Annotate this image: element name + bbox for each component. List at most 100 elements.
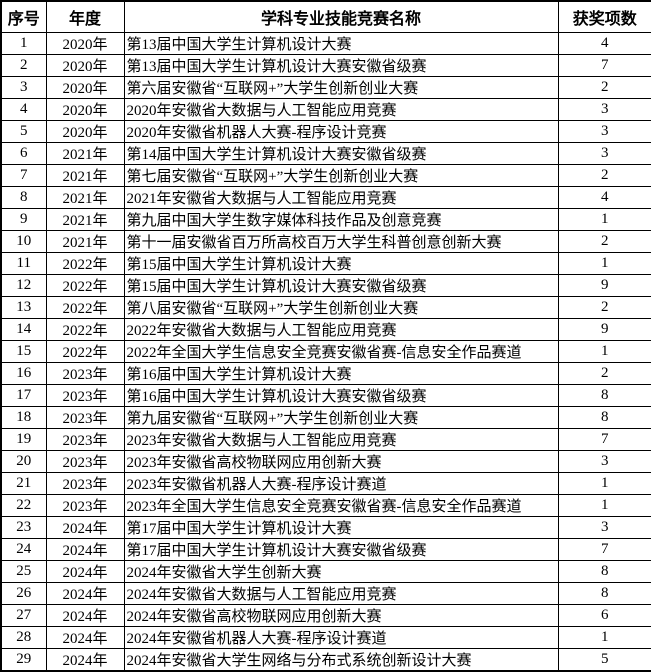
cell-award-count: 3	[557, 516, 651, 539]
table-row: 5 2020年 2020年安徽省机器人大赛-程序设计竞赛 3	[0, 120, 651, 143]
cell-year: 2024年	[45, 516, 125, 539]
cell-year: 2021年	[45, 208, 125, 231]
cell-award-count: 9	[557, 318, 651, 341]
cell-competition-name: 2023年全国大学生信息安全竞赛安徽省赛-信息安全作品赛道	[123, 494, 559, 517]
cell-year: 2024年	[45, 626, 125, 649]
cell-award-count: 1	[557, 208, 651, 231]
table-row: 12 2022年 第15届中国大学生计算机设计大赛安徽省级赛 9	[0, 274, 651, 297]
table-row: 21 2023年 2023年安徽省机器人大赛-程序设计赛道 1	[0, 472, 651, 495]
cell-index: 13	[0, 296, 47, 319]
cell-award-count: 2	[557, 362, 651, 385]
cell-competition-name: 2021年安徽省大数据与人工智能应用竞赛	[123, 186, 559, 209]
cell-award-count: 1	[557, 626, 651, 649]
cell-year: 2023年	[45, 406, 125, 429]
cell-year: 2024年	[45, 560, 125, 583]
cell-year: 2023年	[45, 428, 125, 451]
table-row: 7 2021年 第七届安徽省“互联网+”大学生创新创业大赛 2	[0, 164, 651, 187]
table-row: 29 2024年 2024年安徽省大学生网络与分布式系统创新设计大赛 5	[0, 648, 651, 672]
column-header-index: 序号	[0, 0, 47, 33]
cell-competition-name: 2024年安徽省高校物联网应用创新大赛	[123, 604, 559, 627]
cell-year: 2020年	[45, 120, 125, 143]
column-header-award-count: 获奖项数	[557, 0, 651, 33]
cell-competition-name: 第17届中国大学生计算机设计大赛安徽省级赛	[123, 538, 559, 561]
cell-award-count: 2	[557, 230, 651, 253]
cell-award-count: 8	[557, 406, 651, 429]
table-row: 13 2022年 第八届安徽省“互联网+”大学生创新创业大赛 2	[0, 296, 651, 319]
cell-year: 2024年	[45, 538, 125, 561]
cell-award-count: 1	[557, 472, 651, 495]
cell-competition-name: 2024年安徽省大学生网络与分布式系统创新设计大赛	[123, 648, 559, 672]
column-header-year: 年度	[45, 0, 125, 33]
table-row: 9 2021年 第九届中国大学生数字媒体科技作品及创意竞赛 1	[0, 208, 651, 231]
column-header-competition-name: 学科专业技能竞赛名称	[123, 0, 559, 33]
cell-index: 16	[0, 362, 47, 385]
cell-competition-name: 第17届中国大学生计算机设计大赛	[123, 516, 559, 539]
cell-year: 2022年	[45, 318, 125, 341]
cell-index: 1	[0, 32, 47, 55]
cell-index: 10	[0, 230, 47, 253]
cell-index: 4	[0, 98, 47, 121]
cell-competition-name: 2020年安徽省大数据与人工智能应用竞赛	[123, 98, 559, 121]
cell-year: 2020年	[45, 32, 125, 55]
cell-competition-name: 2024年安徽省机器人大赛-程序设计赛道	[123, 626, 559, 649]
cell-year: 2023年	[45, 362, 125, 385]
cell-year: 2020年	[45, 98, 125, 121]
table-row: 27 2024年 2024年安徽省高校物联网应用创新大赛 6	[0, 604, 651, 627]
cell-award-count: 2	[557, 164, 651, 187]
cell-award-count: 2	[557, 296, 651, 319]
cell-index: 29	[0, 648, 47, 672]
table-row: 20 2023年 2023年安徽省高校物联网应用创新大赛 3	[0, 450, 651, 473]
cell-competition-name: 第八届安徽省“互联网+”大学生创新创业大赛	[123, 296, 559, 319]
cell-award-count: 3	[557, 142, 651, 165]
cell-competition-name: 第九届安徽省“互联网+”大学生创新创业大赛	[123, 406, 559, 429]
cell-index: 26	[0, 582, 47, 605]
cell-year: 2020年	[45, 76, 125, 99]
table-body: 1 2020年 第13届中国大学生计算机设计大赛 4 2 2020年 第13届中国大学生计算…	[0, 32, 651, 672]
cell-index: 3	[0, 76, 47, 99]
cell-award-count: 1	[557, 494, 651, 517]
cell-index: 23	[0, 516, 47, 539]
cell-competition-name: 2024年安徽省大数据与人工智能应用竞赛	[123, 582, 559, 605]
cell-competition-name: 第六届安徽省“互联网+”大学生创新创业大赛	[123, 76, 559, 99]
cell-award-count: 2	[557, 76, 651, 99]
table-row: 18 2023年 第九届安徽省“互联网+”大学生创新创业大赛 8	[0, 406, 651, 429]
table-row: 16 2023年 第16届中国大学生计算机设计大赛 2	[0, 362, 651, 385]
cell-year: 2021年	[45, 164, 125, 187]
cell-competition-name: 第14届中国大学生计算机设计大赛安徽省级赛	[123, 142, 559, 165]
cell-award-count: 4	[557, 32, 651, 55]
table-row: 24 2024年 第17届中国大学生计算机设计大赛安徽省级赛 7	[0, 538, 651, 561]
cell-index: 8	[0, 186, 47, 209]
cell-index: 7	[0, 164, 47, 187]
cell-year: 2022年	[45, 340, 125, 363]
cell-year: 2023年	[45, 472, 125, 495]
cell-competition-name: 第13届中国大学生计算机设计大赛安徽省级赛	[123, 54, 559, 77]
cell-year: 2021年	[45, 142, 125, 165]
table-row: 4 2020年 2020年安徽省大数据与人工智能应用竞赛 3	[0, 98, 651, 121]
cell-index: 17	[0, 384, 47, 407]
cell-award-count: 8	[557, 582, 651, 605]
cell-award-count: 8	[557, 560, 651, 583]
cell-year: 2024年	[45, 582, 125, 605]
cell-award-count: 8	[557, 384, 651, 407]
cell-competition-name: 2024年安徽省大学生创新大赛	[123, 560, 559, 583]
cell-year: 2023年	[45, 494, 125, 517]
cell-year: 2021年	[45, 186, 125, 209]
cell-award-count: 7	[557, 428, 651, 451]
cell-competition-name: 第16届中国大学生计算机设计大赛	[123, 362, 559, 385]
table-row: 3 2020年 第六届安徽省“互联网+”大学生创新创业大赛 2	[0, 76, 651, 99]
cell-competition-name: 第15届中国大学生计算机设计大赛	[123, 252, 559, 275]
cell-award-count: 5	[557, 648, 651, 672]
table-header-row: 序号 年度 学科专业技能竞赛名称 获奖项数	[0, 0, 651, 33]
cell-index: 18	[0, 406, 47, 429]
cell-index: 9	[0, 208, 47, 231]
table-row: 1 2020年 第13届中国大学生计算机设计大赛 4	[0, 32, 651, 55]
cell-index: 20	[0, 450, 47, 473]
cell-award-count: 1	[557, 340, 651, 363]
cell-award-count: 3	[557, 120, 651, 143]
table-row: 26 2024年 2024年安徽省大数据与人工智能应用竞赛 8	[0, 582, 651, 605]
table-row: 6 2021年 第14届中国大学生计算机设计大赛安徽省级赛 3	[0, 142, 651, 165]
cell-index: 15	[0, 340, 47, 363]
cell-competition-name: 第15届中国大学生计算机设计大赛安徽省级赛	[123, 274, 559, 297]
cell-competition-name: 第16届中国大学生计算机设计大赛安徽省级赛	[123, 384, 559, 407]
table-row: 25 2024年 2024年安徽省大学生创新大赛 8	[0, 560, 651, 583]
